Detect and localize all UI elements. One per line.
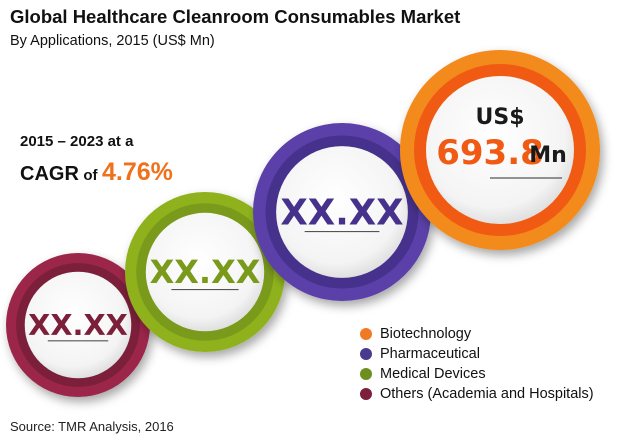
legend-swatch	[360, 328, 372, 340]
legend-label: Biotechnology	[380, 326, 472, 342]
bubble-value: XX.XX	[28, 308, 128, 342]
bubble-suffix: Mn	[529, 143, 567, 168]
bubble-face	[276, 146, 408, 278]
legend-swatch	[360, 348, 372, 360]
bubble-face	[24, 271, 132, 379]
cagr-label: CAGR	[20, 163, 79, 185]
legend-label: Others (Academia and Hospitals)	[380, 386, 594, 402]
bubble-4: US$ 693.8Mn	[400, 50, 600, 250]
legend-swatch	[360, 388, 372, 400]
legend-item-others: Others (Academia and Hospitals)	[360, 384, 594, 404]
bubble-face	[145, 212, 265, 332]
cagr-value: 4.76%	[101, 158, 173, 186]
bubble-value: 693.8	[436, 133, 544, 173]
legend-label: Pharmaceutical	[380, 346, 480, 362]
legend-item-pharmaceutical: Pharmaceutical	[360, 344, 594, 364]
chart-legend: Biotechnology Pharmaceutical Medical Dev…	[360, 324, 594, 404]
source-note: Source: TMR Analysis, 2016	[10, 419, 174, 434]
cagr-of: of	[83, 167, 98, 184]
cagr-line: CAGR of 4.76%	[20, 158, 173, 187]
bubble-3: XX.XX	[253, 123, 431, 301]
legend-swatch	[360, 368, 372, 380]
legend-item-medical-devices: Medical Devices	[360, 364, 594, 384]
legend-item-biotechnology: Biotechnology	[360, 324, 594, 344]
bubble-prefix: US$	[475, 105, 524, 130]
chart-title: Global Healthcare Cleanroom Consumables …	[10, 6, 461, 27]
bubble-1: XX.XX	[6, 253, 150, 397]
legend-label: Medical Devices	[380, 366, 486, 382]
bubble-value: XX.XX	[280, 192, 403, 233]
bubble-value: XX.XX	[150, 253, 261, 291]
bubble-2: XX.XX	[125, 192, 285, 352]
cagr-period: 2015 – 2023 at a	[20, 133, 134, 150]
bubble-face	[426, 76, 574, 224]
chart-subtitle: By Applications, 2015 (US$ Mn)	[10, 33, 215, 49]
